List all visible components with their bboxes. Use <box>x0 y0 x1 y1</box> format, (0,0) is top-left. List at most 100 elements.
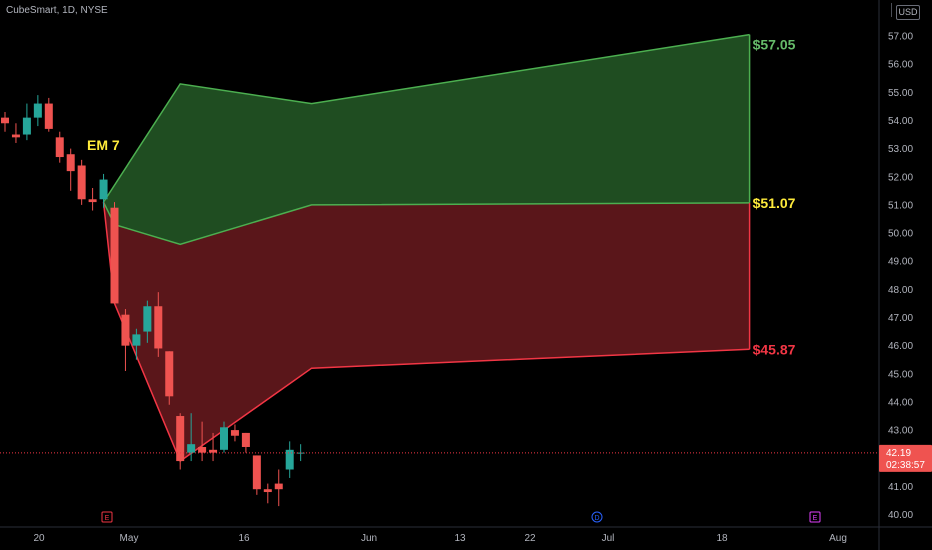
time-tick-label: May <box>120 533 139 544</box>
candle-apr-16 <box>1 112 9 132</box>
price-tick-label: 48.00 <box>888 285 913 296</box>
candle-body <box>209 449 218 453</box>
candle-body <box>176 416 185 462</box>
time-tick-label: 22 <box>524 533 536 544</box>
lower-target-label: $45.87 <box>753 341 796 357</box>
candle-body <box>44 103 53 129</box>
chart-overlay: EM 7 $57.05 $51.07 $45.87 <box>0 37 878 454</box>
price-tick-label: 50.00 <box>888 229 913 240</box>
candle-may-9 <box>187 413 196 462</box>
price-tick-label: 53.00 <box>888 144 913 155</box>
price-tick-label: 41.00 <box>888 482 913 493</box>
candle-apr-26 <box>88 188 97 211</box>
earnings-icon-box <box>809 511 821 523</box>
price-tick-label: 40.00 <box>888 510 913 521</box>
candle-body <box>11 134 20 138</box>
candle-apr-24 <box>66 148 75 191</box>
candle-body <box>99 179 108 200</box>
time-tick-label: 20 <box>33 533 45 544</box>
candle-body <box>285 449 294 470</box>
price-tick-label: 55.00 <box>888 88 913 99</box>
time-tick-label: Jun <box>361 533 377 544</box>
symbol-title: CubeSmart, 1D, NYSE <box>6 5 108 16</box>
candle-body <box>22 117 31 135</box>
candle-body <box>66 154 75 172</box>
candle-may-14 <box>220 421 228 453</box>
price-tick-label: 51.00 <box>888 200 913 211</box>
candle-may-6 <box>154 292 163 357</box>
time-tick-label: Aug <box>829 533 847 544</box>
currency-badge[interactable]: USD <box>896 5 920 20</box>
price-tick-label: 49.00 <box>888 257 913 268</box>
candle-apr-19 <box>33 95 42 127</box>
countdown-timer: 02:38:57 <box>886 460 925 471</box>
expected-move-bands <box>102 33 751 463</box>
candle-may-15 <box>230 424 239 442</box>
last-price-badge-bg <box>879 444 932 472</box>
candle-apr-23 <box>55 131 64 163</box>
candle-apr-29 <box>99 173 108 208</box>
candle-body <box>274 483 283 490</box>
candle-body <box>1 117 9 124</box>
time-tick-label: 13 <box>454 533 466 544</box>
price-tick-label: 57.00 <box>888 32 913 43</box>
em-label: EM 7 <box>87 137 120 153</box>
price-tick-label: 45.00 <box>888 369 913 380</box>
time-axis[interactable]: 20 May 16 Jun 13 22 Jul 18 Aug E D E <box>0 511 932 544</box>
price-axis[interactable]: 57.00 56.00 55.00 54.00 53.00 52.00 51.00 50.00… <box>878 0 932 550</box>
candle-body <box>165 351 174 397</box>
candle-body <box>110 207 119 304</box>
time-tick-label: 18 <box>716 533 728 544</box>
candlestick-series <box>1 95 305 507</box>
candle-apr-22 <box>44 97 53 132</box>
candle-may-21 <box>274 469 283 507</box>
candle-may-22 <box>285 441 294 478</box>
candle-body <box>198 446 207 453</box>
candle-may-16 <box>241 432 250 453</box>
mid-target-label: $51.07 <box>753 195 796 211</box>
candle-body <box>252 455 261 490</box>
event-marker-glyph: D <box>594 515 599 522</box>
candle-body <box>230 430 239 436</box>
earnings-icon-box <box>101 511 113 523</box>
candle-body <box>33 103 42 118</box>
candle-may-2 <box>132 328 141 360</box>
candle-apr-30 <box>110 202 119 304</box>
candle-may-7 <box>165 351 174 405</box>
candle-apr-18 <box>22 103 31 141</box>
dividend-icon-ring <box>591 511 603 523</box>
green-band-upper-line <box>102 33 750 203</box>
candle-body <box>143 306 152 332</box>
event-marker-d-icon[interactable]: D <box>591 511 603 523</box>
candle-may-10 <box>198 421 207 462</box>
price-tick-label: 52.00 <box>888 172 913 183</box>
candle-body <box>220 427 228 450</box>
candle-body <box>55 137 64 158</box>
candle-may-1 <box>121 309 130 371</box>
time-tick-label: Jul <box>602 533 615 544</box>
candle-may-3 <box>143 300 152 343</box>
event-marker-glyph: E <box>105 515 110 522</box>
price-tick-label: 54.00 <box>888 116 913 127</box>
price-tick-label: 44.00 <box>888 397 913 408</box>
price-tick-label: 43.00 <box>888 426 913 437</box>
event-marker-e-icon[interactable]: E <box>809 511 821 523</box>
candle-may-13 <box>209 432 218 462</box>
candle-may-8 <box>176 413 185 470</box>
candle-body <box>132 334 141 346</box>
time-tick-label: 16 <box>238 533 250 544</box>
green-band-area <box>103 34 750 245</box>
candle-may-20 <box>263 483 272 504</box>
price-tick-label: 56.00 <box>888 60 913 71</box>
event-marker-e-icon[interactable]: E <box>101 511 113 523</box>
price-tick-label: 47.00 <box>888 313 913 324</box>
price-tick-label: 46.00 <box>888 341 913 352</box>
candle-body <box>187 444 196 453</box>
candle-may-17 <box>252 455 261 495</box>
candle-body <box>121 314 130 346</box>
candle-body <box>88 199 97 203</box>
candle-body <box>154 306 163 349</box>
red-band-area <box>103 202 750 462</box>
